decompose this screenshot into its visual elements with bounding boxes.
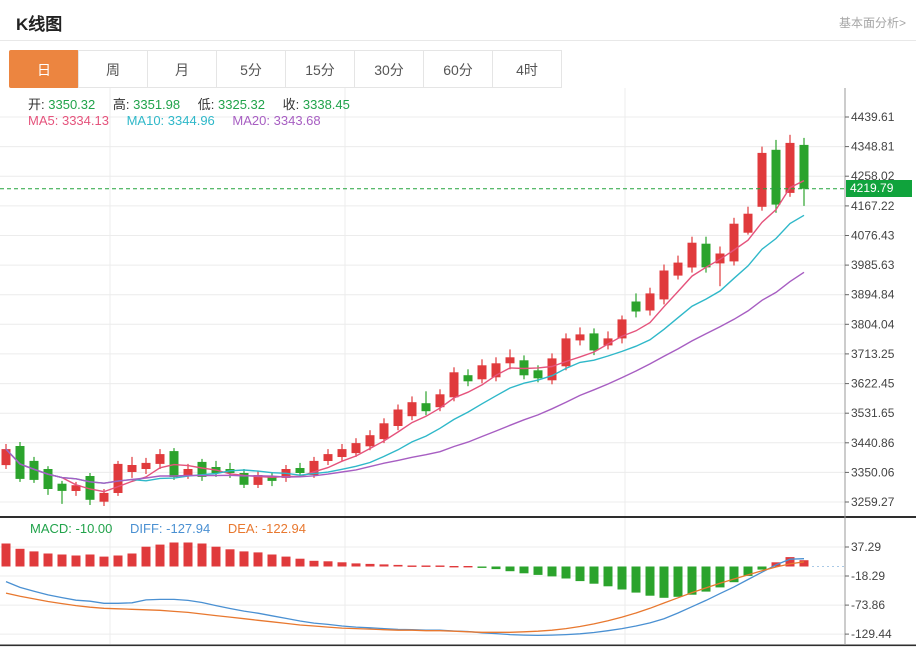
period-tab-3[interactable]: 月	[147, 50, 217, 88]
diff-line	[5, 558, 805, 637]
period-tab-4[interactable]: 5分	[216, 50, 286, 88]
svg-text:-73.86: -73.86	[851, 598, 885, 612]
svg-text:4258.02: 4258.02	[851, 169, 895, 183]
period-tab-7[interactable]: 60分	[423, 50, 493, 88]
panel-separator	[0, 516, 916, 518]
ma10-value: MA10: 3344.96	[126, 113, 215, 128]
ma5-line	[5, 179, 805, 493]
svg-text:4439.61: 4439.61	[851, 110, 895, 124]
svg-text:4167.22: 4167.22	[851, 199, 895, 213]
svg-text:3350.06: 3350.06	[851, 465, 895, 479]
close-value: 收: 3338.45	[282, 97, 350, 112]
svg-text:-18.29: -18.29	[851, 569, 885, 583]
macd-value: MACD: -10.00	[30, 521, 113, 536]
svg-text:-129.44: -129.44	[851, 627, 892, 641]
diff-value: DIFF: -127.94	[130, 521, 211, 536]
period-tab-2[interactable]: 周	[78, 50, 148, 88]
svg-text:3804.04: 3804.04	[851, 317, 895, 331]
svg-text:3259.27: 3259.27	[851, 495, 895, 509]
bottom-border	[0, 644, 916, 647]
svg-text:3713.25: 3713.25	[851, 347, 895, 361]
macd-histogram	[1, 542, 809, 598]
period-tab-5[interactable]: 15分	[285, 50, 355, 88]
ma10-line	[5, 214, 805, 484]
svg-text:3894.84: 3894.84	[851, 288, 895, 302]
svg-text:3985.63: 3985.63	[851, 258, 895, 272]
candles-layer	[1, 134, 809, 506]
svg-text:37.29: 37.29	[851, 540, 881, 554]
period-tabs: 日周月 5分 15分 30分 60分 4时	[9, 50, 562, 88]
ma20-value: MA20: 3343.68	[232, 113, 321, 128]
current-price-tag: 4219.79	[846, 180, 912, 197]
page-title: K线图	[16, 15, 63, 34]
open-value: 开: 3350.32	[28, 97, 96, 112]
price-axis-labels: 4439.61 4348.81 4258.02 4167.22 4076.43 3985.…	[845, 110, 895, 641]
ma-legend: MA5: 3334.13 MA10: 3344.96 MA20: 3343.68	[28, 113, 335, 128]
macd-legend: MACD: -10.00 DIFF: -127.94 DEA: -122.94	[30, 521, 320, 536]
svg-text:4348.81: 4348.81	[851, 140, 895, 154]
svg-text:3531.65: 3531.65	[851, 406, 895, 420]
dea-value: DEA: -122.94	[227, 521, 306, 536]
high-value: 高: 3351.98	[112, 97, 181, 112]
fundamental-analysis-link[interactable]: 基本面分析>	[838, 16, 906, 30]
low-value: 低: 3325.32	[197, 97, 265, 112]
main-gridlines	[0, 116, 845, 503]
ma5-value: MA5: 3334.13	[28, 113, 109, 128]
svg-text:3440.86: 3440.86	[851, 436, 895, 450]
dea-line	[5, 561, 805, 633]
svg-text:4076.43: 4076.43	[851, 229, 895, 243]
ohlc-legend: 开: 3350.32 高: 3351.98 低: 3325.32 收: 3338…	[28, 94, 364, 113]
header-divider	[0, 40, 916, 41]
period-tab-1[interactable]: 日	[9, 50, 79, 88]
macd-gridlines	[0, 546, 845, 635]
period-tab-8[interactable]: 4时	[492, 50, 562, 88]
period-tab-6[interactable]: 30分	[354, 50, 424, 88]
svg-text:3622.45: 3622.45	[851, 377, 895, 391]
ma20-line	[5, 271, 805, 484]
